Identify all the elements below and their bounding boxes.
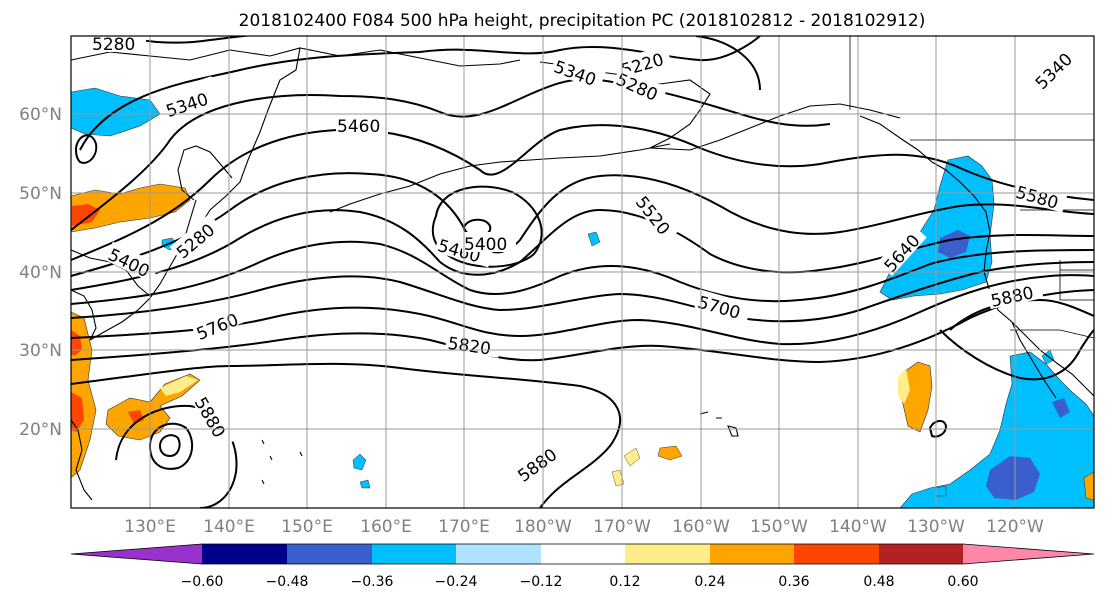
contour-line — [148, 422, 194, 470]
colorbar-segment — [710, 544, 794, 564]
colorbar-outline — [70, 543, 1095, 565]
border-line — [1010, 329, 1094, 339]
latitude-label: 30°N — [19, 341, 62, 361]
colorbar: −0.60 −0.48 −0.36 −0.24 −0.12 0.12 0.24 … — [70, 543, 1095, 590]
map-panel: 5280 5340 5460 5220 5340 5280 5340 5580 … — [70, 35, 1095, 509]
latitude-label: 60°N — [19, 105, 62, 125]
colorbar-segment — [963, 544, 1094, 564]
coastlines — [71, 47, 1094, 501]
contour-line — [158, 434, 181, 458]
precip-region-orange — [657, 445, 683, 461]
latitude-label: 50°N — [19, 184, 62, 204]
coastline — [89, 199, 197, 341]
longitude-label: 150°W — [750, 517, 808, 537]
graticule — [71, 36, 1094, 508]
figure-title: 2018102400 F084 500 hPa height, precipit… — [239, 11, 926, 31]
precip-region-dark-blue — [938, 230, 970, 258]
contour-line — [71, 261, 1094, 323]
contour-label: 5400 — [464, 235, 507, 255]
colorbar-tick-label: 0.48 — [863, 574, 894, 590]
precip-region-blue — [587, 231, 601, 247]
colorbar-segment — [541, 544, 625, 564]
latitude-label: 20°N — [19, 420, 62, 440]
contour-label: 5460 — [337, 117, 380, 137]
longitude-labels: 130°E 140°E 150°E 160°E 170°E 180°W 170°… — [124, 517, 1044, 537]
coastline — [859, 115, 1094, 397]
precip-region-orange — [1083, 471, 1094, 501]
longitude-label: 130°E — [124, 517, 176, 537]
precip-region-blue — [352, 453, 371, 489]
longitude-label: 160°W — [672, 517, 730, 537]
contour-line — [71, 172, 1094, 277]
colorbar-tick-label: −0.36 — [351, 574, 394, 590]
colorbar-segment — [372, 544, 456, 564]
latitude-labels: 60°N 50°N 40°N 30°N 20°N — [19, 105, 62, 440]
border-line — [1059, 260, 1094, 301]
precip-region-dark-blue — [986, 398, 1070, 500]
contour-line — [71, 124, 1094, 261]
precip-region-red-orange — [72, 204, 100, 226]
colorbar-tick-label: −0.12 — [520, 574, 563, 590]
coastline — [191, 47, 301, 239]
colorbar-tick-label: 0.60 — [947, 574, 978, 590]
contour-label: 5280 — [92, 35, 135, 55]
longitude-label: 130°W — [907, 517, 965, 537]
precip-region-light-orange — [160, 376, 198, 396]
precip-region-light-orange — [611, 447, 641, 487]
colorbar-tick-label: −0.60 — [181, 574, 224, 590]
longitude-label: 160°E — [360, 517, 412, 537]
colorbar-segment — [287, 544, 372, 564]
map-frame — [70, 35, 1095, 509]
longitude-label: 170°W — [593, 517, 651, 537]
contour-line — [71, 362, 621, 508]
precip-region-light-orange — [898, 368, 910, 404]
coastline — [329, 143, 671, 213]
colorbar-segment — [625, 544, 710, 564]
colorbar-tick-label: 0.24 — [694, 574, 725, 590]
contour-line — [71, 77, 831, 231]
colorbar-tick-label: 0.36 — [778, 574, 809, 590]
contour-line — [74, 134, 98, 164]
coastline — [261, 439, 303, 485]
coastline — [71, 289, 97, 341]
precip-region-orange — [71, 183, 191, 233]
coastline — [177, 145, 233, 201]
height-contours — [71, 36, 1094, 508]
colorbar-segment — [202, 544, 287, 564]
colorbar-tick-label: 0.12 — [609, 574, 640, 590]
contour-line — [71, 289, 1094, 364]
contour-line — [79, 36, 761, 151]
precip-region-blue — [899, 351, 1094, 508]
contour-line — [71, 274, 1094, 346]
colorbar-tick-label: −0.48 — [266, 574, 309, 590]
colorbar-segment — [71, 544, 202, 564]
precip-region-orange — [901, 361, 933, 433]
contour-line — [949, 298, 1094, 331]
precipitation-shading — [71, 87, 1094, 508]
colorbar-segment — [879, 544, 963, 564]
coastline — [649, 103, 901, 151]
colorbar-segment — [456, 544, 541, 564]
coastline — [71, 419, 93, 501]
longitude-label: 140°W — [829, 517, 887, 537]
contour-line — [939, 329, 1094, 381]
contour-line — [71, 240, 1094, 305]
longitude-label: 120°W — [986, 517, 1044, 537]
coastline — [1011, 321, 1057, 399]
longitude-label: 140°E — [203, 517, 255, 537]
colorbar-tick-label: −0.24 — [435, 574, 478, 590]
colorbar-segment — [794, 544, 879, 564]
contour-line — [695, 36, 761, 91]
latitude-label: 40°N — [19, 263, 62, 283]
longitude-label: 150°E — [281, 517, 333, 537]
longitude-label: 180°W — [514, 517, 572, 537]
precip-region-red-orange — [71, 330, 84, 432]
longitude-label: 170°E — [438, 517, 490, 537]
